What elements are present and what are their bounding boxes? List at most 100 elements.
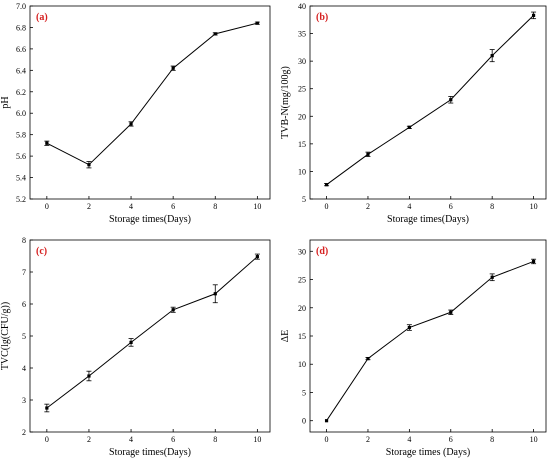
data-point <box>449 310 453 314</box>
y-tick-label: 6 <box>22 300 26 309</box>
x-tick-label: 0 <box>325 435 329 444</box>
plot-frame <box>29 5 271 200</box>
y-tick-label: 10 <box>298 167 306 176</box>
data-point <box>171 66 175 70</box>
series-line <box>46 256 258 409</box>
x-tick-label: 6 <box>171 202 175 211</box>
data-point <box>171 308 175 312</box>
x-tick-label: 10 <box>253 435 261 444</box>
y-tick-label: 40 <box>298 2 306 11</box>
y-tick-label: 0 <box>302 417 306 426</box>
x-tick-label: 0 <box>45 202 49 211</box>
x-tick-label: 6 <box>449 202 453 211</box>
y-tick-label: 25 <box>298 276 306 285</box>
y-tick-label: 8 <box>22 236 26 245</box>
x-tick-label: 4 <box>129 435 133 444</box>
chart-panel-1: 0 2 4 6 8 10 5.2 5.4 5.6 5.8 6.0 6.2 6.4 6.6 6.8 7.0 Sto… <box>0 2 271 225</box>
x-tick-label: 8 <box>490 435 494 444</box>
y-tick-label: 25 <box>298 85 306 94</box>
y-axis-title: ΔE <box>280 330 291 343</box>
y-tick-label: 6.0 <box>16 109 26 118</box>
x-tick-label: 6 <box>171 435 175 444</box>
data-point <box>87 163 91 167</box>
y-tick-label: 20 <box>298 112 306 121</box>
y-tick-label: 6.6 <box>16 45 26 54</box>
x-tick-label: 10 <box>253 202 261 211</box>
x-tick-label: 6 <box>449 435 453 444</box>
data-point <box>407 325 411 330</box>
series-line <box>46 22 258 166</box>
y-tick-label: 7 <box>22 268 26 277</box>
x-tick-label: 0 <box>325 202 329 211</box>
x-tick-label: 4 <box>407 435 411 444</box>
data-point <box>490 54 494 58</box>
y-tick-label: 5.6 <box>16 152 26 161</box>
data-point <box>366 356 370 361</box>
y-tick-label: 6.4 <box>16 66 26 75</box>
x-tick-label: 8 <box>213 202 217 211</box>
data-point <box>213 292 217 296</box>
y-tick-label: 7.0 <box>16 2 26 11</box>
data-point <box>531 13 536 17</box>
y-tick-label: 35 <box>298 30 306 39</box>
y-tick-label: 5 <box>22 332 26 341</box>
data-point <box>490 275 494 279</box>
y-tick-label: 10 <box>298 360 306 369</box>
y-tick-label: 5 <box>302 195 306 204</box>
plot-frame <box>309 239 547 433</box>
data-point <box>45 141 49 145</box>
x-tick-label: 0 <box>45 435 49 444</box>
data-point <box>45 406 49 410</box>
y-tick-label: 5 <box>302 388 306 397</box>
x-tick-label: 10 <box>530 202 538 211</box>
y-tick-label: 15 <box>298 332 306 341</box>
chart-panel-3: 0 2 4 6 8 10 2 3 4 5 6 7 8 Storage times(Days) TVC(lg(… <box>0 236 271 458</box>
y-tick-label: 3 <box>22 396 26 405</box>
series-line <box>326 260 534 421</box>
y-tick-label: 20 <box>298 304 306 313</box>
data-point <box>324 419 329 423</box>
y-tick-label: 6.2 <box>16 88 26 97</box>
panel-label: (b) <box>316 12 328 23</box>
data-point <box>255 21 259 25</box>
x-tick-label: 2 <box>366 202 370 211</box>
x-tick-label: 8 <box>490 202 494 211</box>
y-tick-label: 4 <box>22 364 26 373</box>
y-tick-label: 5.4 <box>16 174 26 183</box>
x-axis-title: Storage times(Days) <box>109 447 191 458</box>
data-point <box>449 98 453 102</box>
x-tick-label: 8 <box>213 435 217 444</box>
y-tick-label: 6.8 <box>16 23 26 32</box>
data-point <box>213 32 217 36</box>
data-point <box>87 374 91 378</box>
chart-panel-4: 0 2 4 6 8 10 0 5 10 15 20 25 30 Storage times (Days) Δ… <box>280 239 547 458</box>
y-tick-label: 5.2 <box>16 195 26 204</box>
y-tick-label: 5.8 <box>16 131 26 140</box>
y-tick-label: 2 <box>22 428 26 437</box>
data-point <box>129 122 133 126</box>
chart-panel-2: 0 2 4 6 8 10 5 10 15 20 25 30 35 40 Storage times(Days… <box>280 2 547 225</box>
x-axis-title: Storage times (Days) <box>386 447 470 458</box>
y-tick-label: 15 <box>298 140 306 149</box>
panel-label: (c) <box>36 246 47 257</box>
series-line <box>326 15 534 186</box>
x-axis-title: Storage times(Days) <box>387 214 469 225</box>
plot-frame <box>309 5 547 200</box>
panel-label: (a) <box>36 12 48 23</box>
y-tick-label: 30 <box>298 57 306 66</box>
y-tick-label: 30 <box>298 247 306 256</box>
x-tick-label: 2 <box>366 435 370 444</box>
x-tick-label: 2 <box>87 435 91 444</box>
data-point <box>366 152 370 156</box>
panel-label: (d) <box>316 246 328 257</box>
plot-frame <box>29 239 271 433</box>
data-point <box>324 183 329 187</box>
data-point <box>531 259 536 264</box>
data-point <box>255 255 259 259</box>
x-tick-label: 2 <box>87 202 91 211</box>
data-point <box>129 340 133 344</box>
data-point <box>407 125 411 129</box>
x-tick-label: 10 <box>530 435 538 444</box>
y-axis-title: pH <box>0 96 11 108</box>
